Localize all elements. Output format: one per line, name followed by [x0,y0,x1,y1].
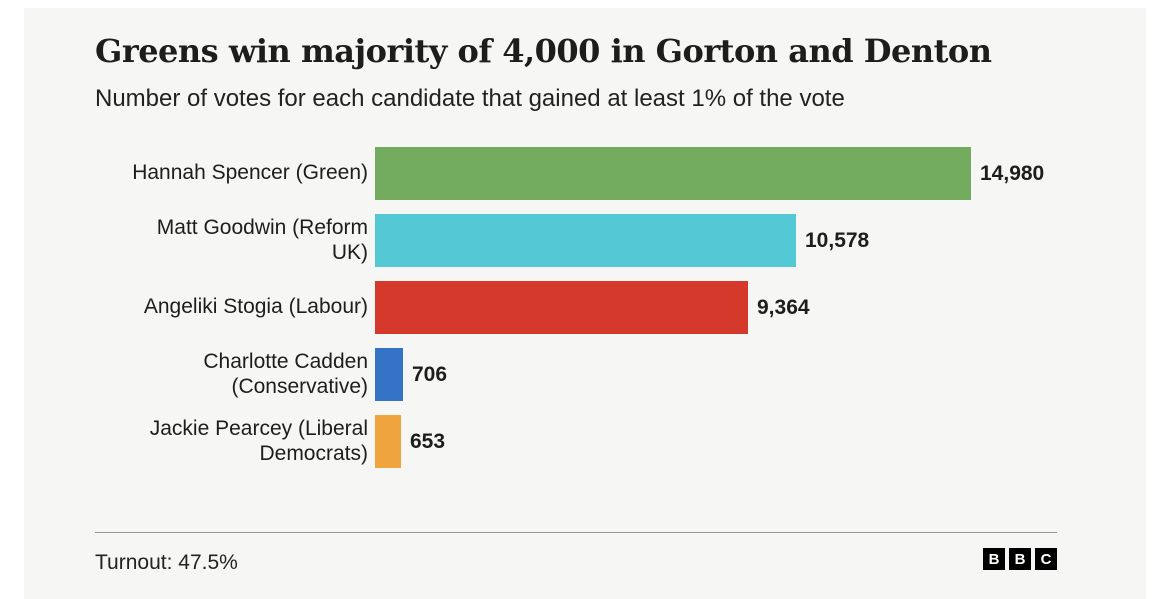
candidate-label: Matt Goodwin (Reform UK) [95,214,368,267]
candidate-label-line: Matt Goodwin (Reform [156,215,368,239]
candidate-label: Angeliki Stogia (Labour) [95,281,368,334]
bar-value: 653 [410,429,446,453]
candidate-label-line: Angeliki Stogia (Labour) [143,295,368,319]
bbc-logo-letter-c: C [1035,548,1057,570]
bar-value: 14,980 [980,161,1045,185]
bar-value: 10,578 [805,228,870,252]
candidate-label-line: (Conservative) [231,374,368,398]
bar-green [375,147,971,200]
candidate-label: Charlotte Cadden (Conservative) [95,348,368,401]
bar-value: 706 [412,362,448,386]
bar-labour [375,281,748,334]
bbc-logo: B B C [983,548,1057,570]
bar-chart: Hannah Spencer (Green) 14,980 Matt Goodw… [95,147,1085,482]
bar-value: 9,364 [757,295,810,319]
bbc-logo-letter-b2: B [1009,548,1031,570]
footer-divider [95,532,1057,533]
bar-row-liberal-democrats: Jackie Pearcey (Liberal Democrats) 653 [95,415,1085,468]
chart-card: Greens win majority of 4,000 in Gorton a… [24,8,1146,599]
candidate-label-line: UK) [331,240,368,264]
turnout-text: Turnout: 47.5% [95,551,238,574]
candidate-label-line: Jackie Pearcey (Liberal [149,416,368,440]
candidate-label: Hannah Spencer (Green) [95,147,368,200]
candidate-label-line: Democrats) [259,441,368,465]
candidate-label-line: Charlotte Cadden [203,349,368,373]
bar-reform-uk [375,214,796,267]
bar-row-labour: Angeliki Stogia (Labour) 9,364 [95,281,1085,334]
candidate-label-line: Hannah Spencer (Green) [132,161,368,185]
bbc-logo-letter-b1: B [983,548,1005,570]
bar-row-green: Hannah Spencer (Green) 14,980 [95,147,1085,200]
bar-liberal-democrats [375,415,401,468]
chart-title: Greens win majority of 4,000 in Gorton a… [95,32,992,70]
chart-subtitle: Number of votes for each candidate that … [95,85,845,112]
bar-conservative [375,348,403,401]
bar-row-reform-uk: Matt Goodwin (Reform UK) 10,578 [95,214,1085,267]
bar-row-conservative: Charlotte Cadden (Conservative) 706 [95,348,1085,401]
candidate-label: Jackie Pearcey (Liberal Democrats) [95,415,368,468]
